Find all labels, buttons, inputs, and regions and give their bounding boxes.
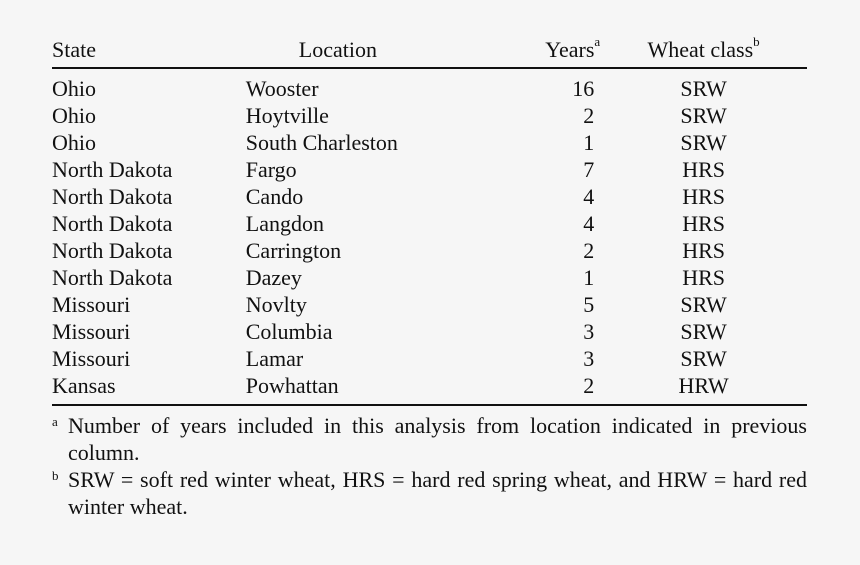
cell-state: Ohio bbox=[52, 130, 96, 155]
header-wheat-class: Wheat classb bbox=[600, 30, 807, 69]
cell-wheat-class: SRW bbox=[680, 76, 727, 101]
header-state: State bbox=[52, 30, 246, 69]
cell-years: 2 bbox=[583, 373, 595, 398]
header-state-label: State bbox=[52, 37, 96, 62]
cell-wheat-class: HRS bbox=[682, 157, 725, 182]
cell-location: Fargo bbox=[245, 157, 297, 182]
cell-state: Missouri bbox=[52, 292, 131, 317]
cell-state: North Dakota bbox=[52, 238, 173, 263]
table-row: North Dakota Carrington 2 HRS bbox=[52, 237, 807, 264]
cell-wheat-class: HRS bbox=[682, 238, 725, 263]
table-row: Missouri Columbia 3 SRW bbox=[52, 318, 807, 345]
cell-years: 7 bbox=[583, 157, 595, 182]
footnote-text: Number of years included in this analysi… bbox=[68, 413, 807, 465]
table-row: Ohio South Charleston 1 SRW bbox=[52, 129, 807, 156]
table-row: Missouri Lamar 3 SRW bbox=[52, 345, 807, 372]
cell-state: North Dakota bbox=[52, 157, 173, 182]
wheat-locations-table: State Location Yearsa Wheat classb Ohio W… bbox=[52, 30, 807, 406]
footnote: a Number of years included in this analys… bbox=[52, 412, 807, 466]
cell-years: 3 bbox=[583, 346, 595, 371]
cell-years: 4 bbox=[583, 211, 595, 236]
header-years-footnote-mark: a bbox=[594, 34, 601, 49]
cell-location: Wooster bbox=[245, 76, 319, 101]
header-wheat-class-footnote-mark: b bbox=[753, 34, 760, 49]
table-row: North Dakota Dazey 1 HRS bbox=[52, 264, 807, 291]
cell-years: 16 bbox=[572, 76, 595, 101]
cell-state: Missouri bbox=[52, 346, 131, 371]
cell-years: 1 bbox=[583, 265, 595, 290]
cell-state: Kansas bbox=[52, 373, 116, 398]
table-row: North Dakota Fargo 7 HRS bbox=[52, 156, 807, 183]
cell-location: Hoytville bbox=[245, 103, 329, 128]
footnote-mark: b bbox=[52, 468, 59, 483]
header-row: State Location Yearsa Wheat classb bbox=[52, 30, 807, 69]
table-row: North Dakota Cando 4 HRS bbox=[52, 183, 807, 210]
cell-wheat-class: SRW bbox=[680, 292, 727, 317]
cell-location: Langdon bbox=[245, 211, 324, 236]
cell-years: 2 bbox=[583, 103, 595, 128]
table-row: Ohio Hoytville 2 SRW bbox=[52, 102, 807, 129]
cell-wheat-class: HRS bbox=[682, 184, 725, 209]
footnote-mark: a bbox=[52, 414, 58, 429]
footnote: b SRW = soft red winter wheat, HRS = hard… bbox=[52, 466, 807, 520]
cell-years: 4 bbox=[583, 184, 595, 209]
cell-state: North Dakota bbox=[52, 184, 173, 209]
cell-state: North Dakota bbox=[52, 211, 173, 236]
cell-years: 1 bbox=[583, 130, 595, 155]
cell-state: Ohio bbox=[52, 103, 96, 128]
cell-years: 2 bbox=[583, 238, 595, 263]
cell-wheat-class: SRW bbox=[680, 319, 727, 344]
cell-location: Lamar bbox=[245, 346, 304, 371]
table-row: Missouri Novlty 5 SRW bbox=[52, 291, 807, 318]
header-years-label: Years bbox=[545, 37, 595, 62]
cell-wheat-class: HRS bbox=[682, 211, 725, 236]
table-row: North Dakota Langdon 4 HRS bbox=[52, 210, 807, 237]
cell-state: Missouri bbox=[52, 319, 131, 344]
header-location: Location bbox=[245, 30, 526, 69]
cell-years: 3 bbox=[583, 319, 595, 344]
table-row: Ohio Wooster 16 SRW bbox=[52, 68, 807, 102]
cell-wheat-class: SRW bbox=[680, 103, 727, 128]
cell-wheat-class: HRW bbox=[678, 373, 729, 398]
cell-wheat-class: SRW bbox=[680, 130, 727, 155]
cell-location: Columbia bbox=[245, 319, 333, 344]
cell-location: South Charleston bbox=[245, 130, 398, 155]
cell-location: Powhattan bbox=[245, 373, 339, 398]
cell-location: Novlty bbox=[245, 292, 307, 317]
table-header: State Location Yearsa Wheat classb bbox=[52, 30, 807, 69]
table-body: Ohio Wooster 16 SRW Ohio Hoytville 2 SRW Ohio Sou… bbox=[52, 68, 807, 405]
cell-years: 5 bbox=[583, 292, 595, 317]
footnotes: a Number of years included in this analys… bbox=[52, 412, 807, 520]
cell-wheat-class: HRS bbox=[682, 265, 725, 290]
header-location-label: Location bbox=[298, 37, 377, 62]
header-wheat-class-label: Wheat class bbox=[647, 37, 754, 62]
cell-location: Dazey bbox=[245, 265, 302, 290]
footnote-text: SRW = soft red winter wheat, HRS = hard … bbox=[68, 467, 807, 519]
header-years: Yearsa bbox=[525, 30, 601, 69]
cell-location: Carrington bbox=[245, 238, 342, 263]
cell-wheat-class: SRW bbox=[680, 346, 727, 371]
cell-location: Cando bbox=[245, 184, 304, 209]
cell-state: North Dakota bbox=[52, 265, 173, 290]
table-row: Kansas Powhattan 2 HRW bbox=[52, 372, 807, 405]
document: State Location Yearsa Wheat classb Ohio W… bbox=[52, 30, 807, 520]
cell-state: Ohio bbox=[52, 76, 96, 101]
